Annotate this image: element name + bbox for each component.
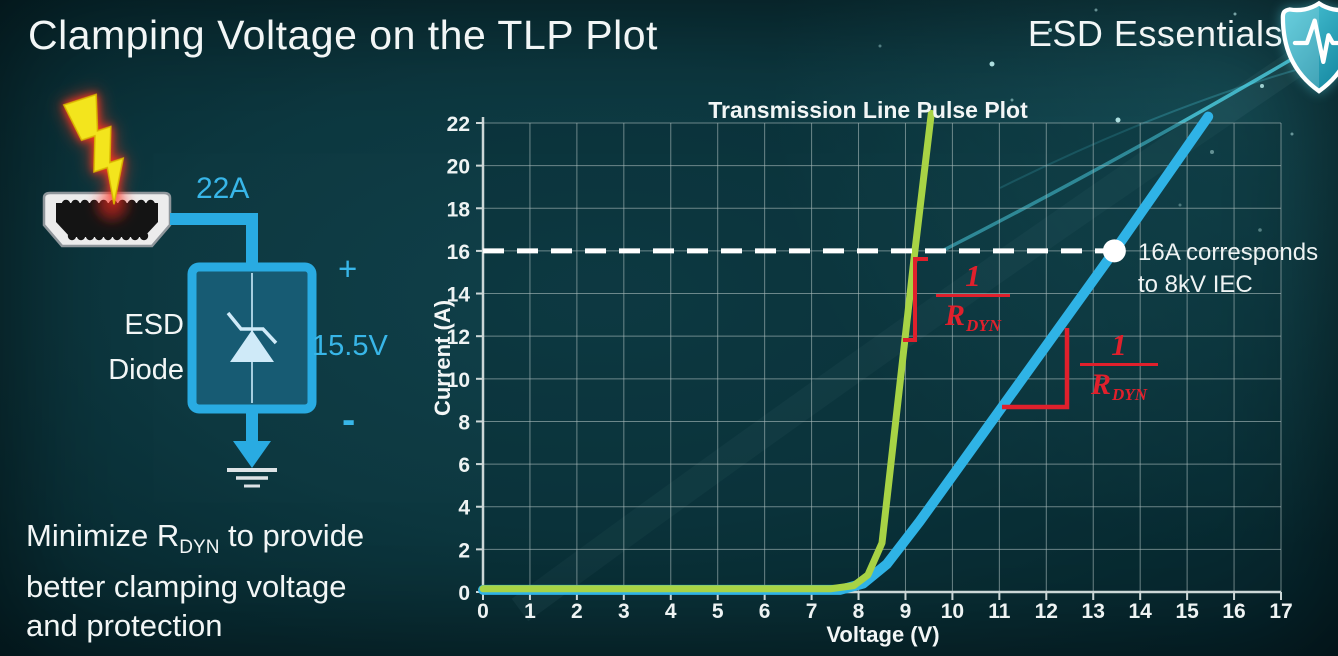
y-tick-label: 8 — [458, 411, 470, 434]
hdmi-connector — [42, 190, 172, 248]
tick-label-layer: 0 1 2 3 4 5 6 7 8 9 10 11 12 13 14 15 16 1702468101214161… — [447, 113, 1293, 623]
y-tick-label: 6 — [458, 454, 470, 477]
series-curve-0 — [479, 109, 935, 593]
esd-diode-label-line2: Diode — [108, 354, 184, 386]
y-tick-label: 20 — [447, 156, 470, 179]
tlp-chart: 0 1 2 3 4 5 6 7 8 9 10 11 12 13 14 15 16 1702468101214161… — [430, 97, 1293, 647]
esd-diode-label: ESD Diode — [78, 303, 184, 393]
shield-pulse-icon — [1280, 0, 1338, 94]
x-tick-label: 1 — [524, 600, 536, 623]
y-tick-label: 18 — [447, 198, 471, 221]
strike-glow — [97, 190, 127, 220]
x-tick-label: 2 — [571, 600, 583, 623]
takeaway-text: Minimize RDYN to provide better clamping… — [26, 516, 364, 645]
y-tick-label: 4 — [458, 497, 470, 520]
rdyn-fraction-blue: 1 RDYN — [1078, 328, 1160, 412]
y-tick-label: 2 — [458, 539, 470, 562]
polarity-plus-label: + — [338, 250, 358, 287]
x-tick-label: 5 — [712, 600, 724, 623]
grid-layer — [476, 122, 1282, 600]
takeaway-line2: better clamping voltage — [26, 569, 347, 604]
y-tick-label: 10 — [447, 369, 470, 392]
marker-annotation-line1: 16A corresponds — [1138, 239, 1319, 266]
zener-bar — [226, 311, 278, 345]
slope-triangle-blue — [1002, 328, 1070, 410]
marker-annotation-line2: to 8kV IEC — [1138, 271, 1253, 298]
fraction-numerator: 1 — [1111, 327, 1127, 362]
x-tick-label: 15 — [1175, 600, 1199, 623]
slope-bracket-green — [903, 257, 928, 342]
x-tick-label: 11 — [988, 600, 1011, 623]
x-tick-label: 4 — [665, 600, 677, 623]
lightning-bolt-icon — [62, 93, 125, 205]
y-tick-label: 14 — [447, 284, 471, 307]
x-tick-label: 0 — [477, 600, 489, 623]
fraction-bar — [936, 294, 1010, 297]
fraction-denominator: RDYN — [945, 299, 1001, 335]
x-tick-label: 13 — [1082, 600, 1105, 623]
takeaway-line1: Minimize RDYN to provide — [26, 518, 365, 558]
x-tick-label: 14 — [1128, 600, 1152, 623]
y-axis-title: Current (A) — [430, 300, 455, 416]
y-tick-label: 22 — [447, 113, 470, 136]
wire — [170, 213, 258, 268]
chart-title: Transmission Line Pulse Plot — [708, 97, 1028, 123]
x-tick-label: 16 — [1222, 600, 1245, 623]
reference-layer — [483, 239, 1126, 263]
page-title: Clamping Voltage on the TLP Plot — [28, 12, 658, 58]
y-tick-label: 16 — [447, 241, 470, 264]
x-tick-label: 6 — [759, 600, 771, 623]
surge-current-label: 22A — [196, 172, 250, 205]
esd-diode-label-line1: ESD — [124, 309, 184, 341]
x-axis-title: Voltage (V) — [826, 622, 939, 647]
x-tick-label: 7 — [806, 600, 818, 623]
x-tick-label: 8 — [853, 600, 865, 623]
x-tick-label: 9 — [900, 600, 912, 623]
polarity-minus-label: - — [342, 398, 356, 442]
esd-diode-symbol — [187, 262, 317, 414]
takeaway-line3: and protection — [26, 608, 223, 643]
y-tick-label: 0 — [458, 582, 470, 605]
marker-annotation: 16A corresponds to 8kV IEC — [1138, 237, 1318, 301]
fraction-bar — [1080, 363, 1158, 366]
pulse-line — [1292, 18, 1338, 65]
brand-logo-text: ESD Essentials — [1027, 13, 1283, 54]
x-tick-label: 17 — [1269, 600, 1292, 623]
particles — [878, 8, 1314, 232]
marker-dot — [1102, 239, 1126, 263]
x-tick-label: 3 — [618, 600, 630, 623]
y-tick-label: 12 — [447, 326, 470, 349]
rdyn-fraction-green: 1 RDYN — [934, 259, 1012, 343]
fraction-numerator: 1 — [965, 258, 981, 293]
x-tick-label: 10 — [941, 600, 964, 623]
diode-triangle — [230, 330, 274, 362]
ground-symbol — [227, 409, 277, 488]
clamp-voltage-label: 15.5V — [312, 330, 388, 362]
fraction-denominator: RDYN — [1091, 368, 1147, 404]
x-tick-label: 12 — [1035, 600, 1058, 623]
